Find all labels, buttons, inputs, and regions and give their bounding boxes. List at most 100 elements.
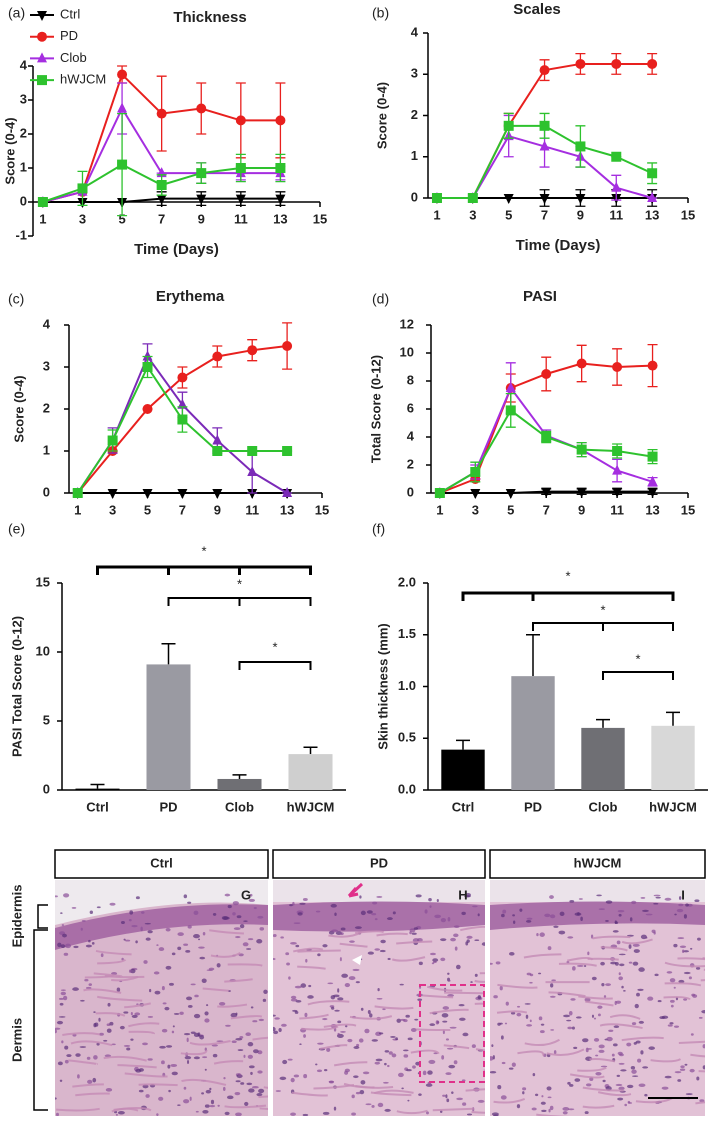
cell-nucleus [340,927,346,931]
cell-nucleus [204,1011,209,1016]
cell-nucleus [55,1097,57,1100]
cell-nucleus [465,892,471,898]
y-axis-label: Score (0-4) [11,375,26,442]
x-tick-label: 7 [179,502,186,517]
data-point [505,405,516,416]
cell-nucleus [691,993,696,997]
cell-nucleus [633,1041,637,1045]
cell-nucleus [505,1001,509,1006]
cell-nucleus [239,1036,244,1039]
cell-nucleus [224,1111,230,1116]
cell-nucleus [164,1006,170,1011]
cell-nucleus [290,941,297,945]
cell-nucleus [116,987,121,992]
data-point [611,151,622,162]
cell-nucleus [431,962,435,965]
cell-nucleus [119,1025,125,1030]
cell-nucleus [360,1080,366,1085]
data-point [196,168,207,179]
collagen-fiber [319,1044,348,1050]
cell-nucleus [597,1005,603,1009]
cell-nucleus [131,924,138,928]
cell-nucleus [374,918,378,921]
cell-nucleus [401,1087,404,1090]
cell-nucleus [633,949,640,953]
cell-nucleus [204,1018,210,1023]
white-arrowhead [352,955,362,965]
cell-nucleus [125,939,131,942]
cell-nucleus [61,1040,64,1044]
cell-nucleus [683,914,687,919]
cell-nucleus [591,1014,595,1018]
cell-nucleus [248,898,255,902]
cell-nucleus [683,971,691,975]
cell-nucleus [474,973,478,977]
y-tick-label: 10 [400,344,414,359]
cell-nucleus [60,944,66,949]
cell-nucleus [281,1023,287,1027]
cell-nucleus [184,1032,191,1036]
layer-label: Epidermis [9,885,24,948]
cell-nucleus [369,1013,373,1018]
y-tick-label: 2 [43,400,50,415]
cell-nucleus [209,1087,212,1091]
cell-nucleus [183,1099,190,1104]
cell-nucleus [539,932,545,937]
cell-nucleus [64,1059,69,1064]
cell-nucleus [225,1024,231,1027]
significance-bracket [461,591,675,601]
cell-nucleus [77,1074,80,1079]
cell-nucleus [98,1017,101,1022]
cell-nucleus [450,937,456,942]
cell-nucleus [593,1017,597,1020]
x-tick-label: 9 [198,211,205,226]
cell-nucleus [344,1070,349,1075]
cell-nucleus [187,1004,193,1008]
collagen-fiber [259,1107,268,1110]
cell-nucleus [538,1016,543,1021]
collagen-fiber [609,1014,641,1020]
cell-nucleus [117,1111,125,1115]
cell-nucleus [392,911,396,915]
collagen-fiber [202,987,229,992]
cell-nucleus [501,1061,506,1065]
cell-nucleus [280,936,284,939]
cell-nucleus [637,988,644,991]
data-point [539,194,550,204]
data-point [541,487,552,498]
cell-nucleus [278,1028,282,1033]
data-point [142,489,153,499]
cell-nucleus [417,998,423,1001]
cell-nucleus [58,997,64,1000]
cell-nucleus [209,1104,216,1108]
cell-nucleus [627,1100,631,1104]
cell-nucleus [551,979,556,982]
collagen-fiber [62,1032,101,1036]
cell-nucleus [100,953,104,958]
cell-nucleus [162,1002,167,1005]
cell-nucleus [341,973,349,978]
y-tick-label: 0 [411,189,418,204]
cell-nucleus [286,962,290,966]
cell-nucleus [170,1063,178,1068]
significance-bracket [167,597,312,606]
cell-nucleus [247,1054,253,1059]
data-point [470,489,481,499]
collagen-fiber [124,1002,151,1009]
error-bar [303,746,318,755]
cell-nucleus [258,1088,265,1094]
cell-nucleus [679,945,687,948]
y-tick-label: 4 [43,316,51,331]
cell-nucleus [356,1043,360,1047]
collagen-fiber [493,1097,526,1104]
x-tick-label: 15 [315,502,329,517]
cell-nucleus [142,1084,149,1089]
cell-nucleus [195,1110,199,1113]
cell-nucleus [111,1043,116,1046]
cell-nucleus [541,1095,544,1098]
cell-nucleus [216,1040,224,1043]
cell-nucleus [218,1001,226,1006]
cell-nucleus [334,912,337,917]
y-tick-label: 10 [36,643,50,658]
y-tick-label: 3 [20,91,27,106]
